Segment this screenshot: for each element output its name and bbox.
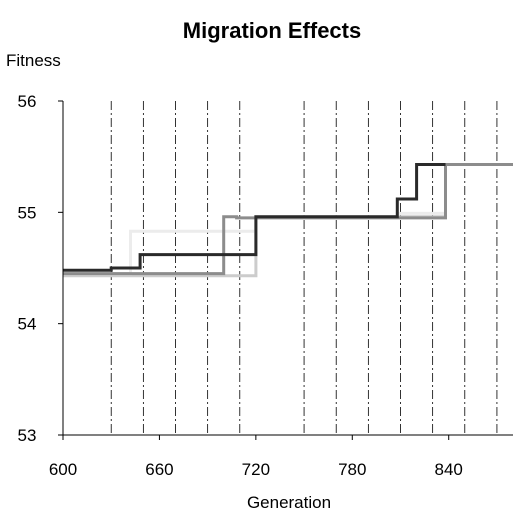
series-line-1	[63, 163, 446, 272]
y-tick-label-54: 54	[18, 315, 37, 334]
x-axis-title: Generation	[247, 493, 331, 512]
series-line-2	[63, 163, 513, 276]
x-tick-label-720: 720	[242, 460, 270, 479]
migration-grid	[110, 101, 498, 435]
x-tick-label-840: 840	[435, 460, 463, 479]
y-axis-title: Fitness	[6, 51, 61, 70]
y-tick-label-56: 56	[18, 92, 37, 111]
series-lines	[63, 163, 513, 278]
x-tick-label-780: 780	[338, 460, 366, 479]
x-tick-label-660: 660	[145, 460, 173, 479]
axes	[58, 100, 513, 440]
tick-labels: 53 54 55 56 600 660 720 780 840	[18, 92, 463, 479]
y-tick-label-53: 53	[18, 426, 37, 445]
chart-title: Migration Effects	[183, 18, 361, 43]
x-tick-label-600: 600	[49, 460, 77, 479]
y-tick-label-55: 55	[18, 203, 37, 222]
